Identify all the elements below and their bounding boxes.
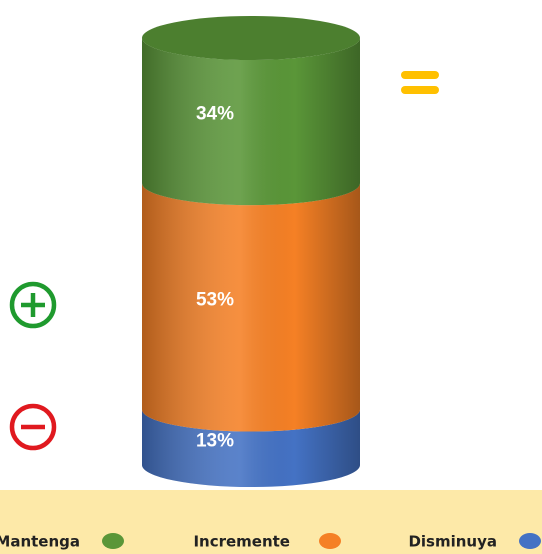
segment-shading: [142, 38, 360, 206]
value-label: 13%: [196, 430, 234, 451]
cylinder: 13% 53% 34%: [142, 16, 360, 487]
minus-icon: [9, 403, 57, 451]
segment-shading: [142, 409, 360, 487]
legend-label: Disminuya: [408, 533, 497, 551]
legend-band: [0, 490, 542, 554]
legend-label: Mantenga: [0, 533, 80, 551]
equal-icon: [401, 71, 439, 94]
value-label: 53%: [196, 289, 234, 310]
legend-swatch: [102, 533, 124, 549]
cylinder-top: [142, 16, 360, 60]
plus-icon: [9, 281, 57, 329]
legend: Mantenga Incremente Disminuya: [0, 533, 541, 551]
value-label: 34%: [196, 104, 234, 125]
segment-shading: [142, 183, 360, 432]
legend-swatch: [319, 533, 341, 549]
legend-label: Incremente: [193, 533, 290, 551]
legend-swatch: [519, 533, 541, 549]
